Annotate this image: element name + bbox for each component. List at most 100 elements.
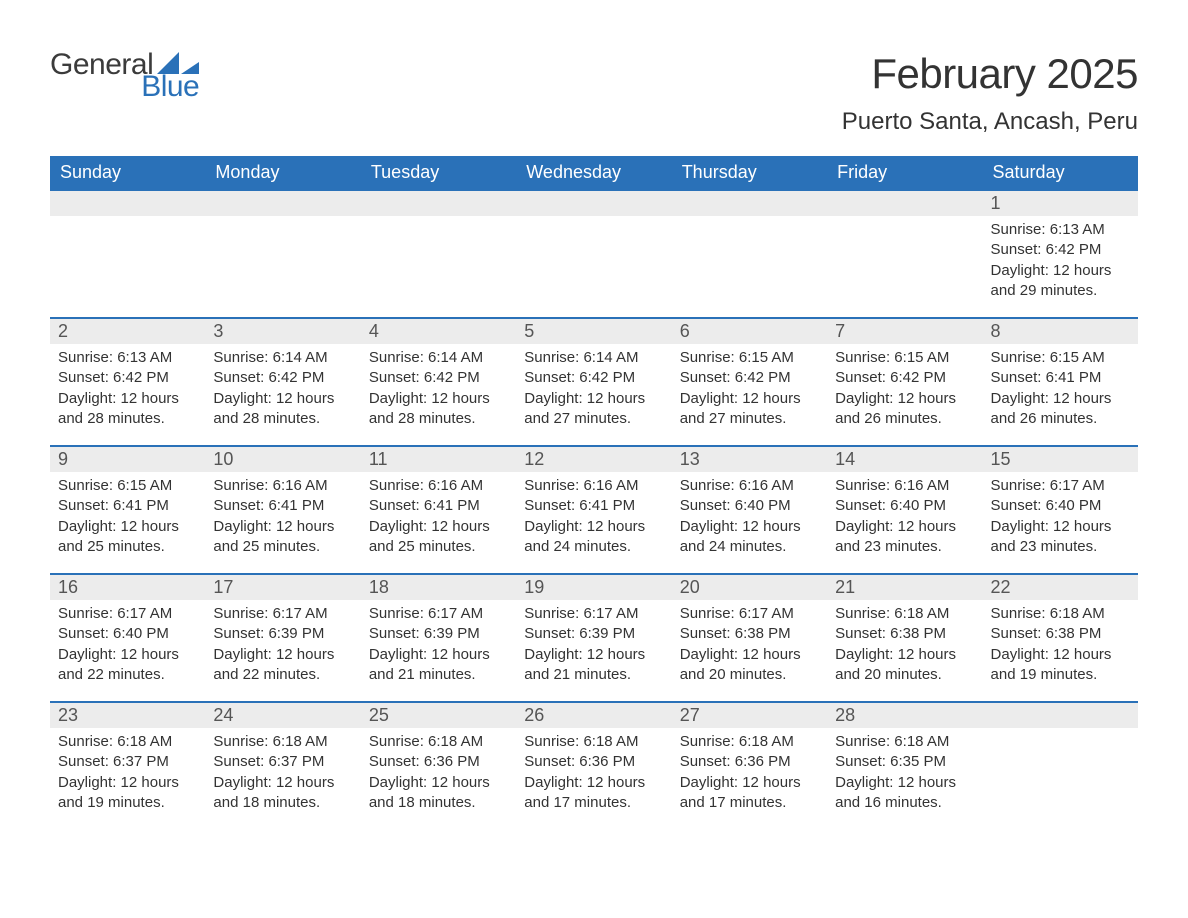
week-row: 2Sunrise: 6:13 AMSunset: 6:42 PMDaylight…: [50, 318, 1138, 446]
day-body: Sunrise: 6:17 AMSunset: 6:40 PMDaylight:…: [983, 472, 1138, 563]
sunset-text: Sunset: 6:41 PM: [524, 496, 663, 516]
day-body: Sunrise: 6:18 AMSunset: 6:35 PMDaylight:…: [827, 728, 982, 819]
day-body: Sunrise: 6:18 AMSunset: 6:36 PMDaylight:…: [361, 728, 516, 819]
sunset-text: Sunset: 6:38 PM: [991, 624, 1130, 644]
day-cell: 19Sunrise: 6:17 AMSunset: 6:39 PMDayligh…: [516, 574, 671, 702]
sunset-text: Sunset: 6:42 PM: [369, 368, 508, 388]
title-block: February 2025 Puerto Santa, Ancash, Peru: [842, 50, 1138, 150]
day-cell: 9Sunrise: 6:15 AMSunset: 6:41 PMDaylight…: [50, 446, 205, 574]
day-cell: 8Sunrise: 6:15 AMSunset: 6:41 PMDaylight…: [983, 318, 1138, 446]
daylight-text: Daylight: 12 hours and 18 minutes.: [213, 773, 352, 814]
day-cell: 16Sunrise: 6:17 AMSunset: 6:40 PMDayligh…: [50, 574, 205, 702]
day-number: 14: [827, 447, 982, 472]
day-header-row: Sunday Monday Tuesday Wednesday Thursday…: [50, 156, 1138, 190]
sunrise-text: Sunrise: 6:15 AM: [58, 476, 197, 496]
day-number: 18: [361, 575, 516, 600]
day-cell: 20Sunrise: 6:17 AMSunset: 6:38 PMDayligh…: [672, 574, 827, 702]
daylight-text: Daylight: 12 hours and 17 minutes.: [524, 773, 663, 814]
sunset-text: Sunset: 6:41 PM: [369, 496, 508, 516]
sunset-text: Sunset: 6:37 PM: [213, 752, 352, 772]
sunrise-text: Sunrise: 6:14 AM: [369, 348, 508, 368]
day-body: Sunrise: 6:14 AMSunset: 6:42 PMDaylight:…: [361, 344, 516, 435]
sunrise-text: Sunrise: 6:17 AM: [369, 604, 508, 624]
daylight-text: Daylight: 12 hours and 23 minutes.: [835, 517, 974, 558]
sunset-text: Sunset: 6:38 PM: [680, 624, 819, 644]
daylight-text: Daylight: 12 hours and 23 minutes.: [991, 517, 1130, 558]
sunrise-text: Sunrise: 6:17 AM: [680, 604, 819, 624]
day-body: Sunrise: 6:18 AMSunset: 6:36 PMDaylight:…: [672, 728, 827, 819]
calendar-body: 1Sunrise: 6:13 AMSunset: 6:42 PMDaylight…: [50, 190, 1138, 830]
day-number: [50, 191, 205, 216]
day-body: Sunrise: 6:17 AMSunset: 6:38 PMDaylight:…: [672, 600, 827, 691]
sunset-text: Sunset: 6:41 PM: [213, 496, 352, 516]
day-number: 1: [983, 191, 1138, 216]
sunset-text: Sunset: 6:42 PM: [991, 240, 1130, 260]
day-cell: [672, 190, 827, 318]
daylight-text: Daylight: 12 hours and 25 minutes.: [213, 517, 352, 558]
day-number: 17: [205, 575, 360, 600]
day-number: 21: [827, 575, 982, 600]
day-number: 12: [516, 447, 671, 472]
day-number: 27: [672, 703, 827, 728]
day-number: 20: [672, 575, 827, 600]
sunset-text: Sunset: 6:36 PM: [680, 752, 819, 772]
day-body: Sunrise: 6:17 AMSunset: 6:39 PMDaylight:…: [516, 600, 671, 691]
day-cell: [983, 702, 1138, 830]
day-body: Sunrise: 6:18 AMSunset: 6:38 PMDaylight:…: [827, 600, 982, 691]
daylight-text: Daylight: 12 hours and 21 minutes.: [524, 645, 663, 686]
daylight-text: Daylight: 12 hours and 28 minutes.: [369, 389, 508, 430]
sunrise-text: Sunrise: 6:18 AM: [524, 732, 663, 752]
day-number: [205, 191, 360, 216]
sunset-text: Sunset: 6:42 PM: [680, 368, 819, 388]
daylight-text: Daylight: 12 hours and 27 minutes.: [524, 389, 663, 430]
day-cell: 1Sunrise: 6:13 AMSunset: 6:42 PMDaylight…: [983, 190, 1138, 318]
day-body: Sunrise: 6:16 AMSunset: 6:41 PMDaylight:…: [205, 472, 360, 563]
sunrise-text: Sunrise: 6:15 AM: [991, 348, 1130, 368]
day-cell: 7Sunrise: 6:15 AMSunset: 6:42 PMDaylight…: [827, 318, 982, 446]
sunset-text: Sunset: 6:40 PM: [58, 624, 197, 644]
daylight-text: Daylight: 12 hours and 25 minutes.: [58, 517, 197, 558]
day-number: 7: [827, 319, 982, 344]
day-number: 23: [50, 703, 205, 728]
day-cell: 15Sunrise: 6:17 AMSunset: 6:40 PMDayligh…: [983, 446, 1138, 574]
daylight-text: Daylight: 12 hours and 22 minutes.: [58, 645, 197, 686]
day-header: Wednesday: [516, 156, 671, 190]
daylight-text: Daylight: 12 hours and 26 minutes.: [835, 389, 974, 430]
day-number: 5: [516, 319, 671, 344]
day-number: 11: [361, 447, 516, 472]
daylight-text: Daylight: 12 hours and 26 minutes.: [991, 389, 1130, 430]
day-cell: 26Sunrise: 6:18 AMSunset: 6:36 PMDayligh…: [516, 702, 671, 830]
day-cell: 11Sunrise: 6:16 AMSunset: 6:41 PMDayligh…: [361, 446, 516, 574]
sunset-text: Sunset: 6:42 PM: [58, 368, 197, 388]
daylight-text: Daylight: 12 hours and 19 minutes.: [58, 773, 197, 814]
sunset-text: Sunset: 6:42 PM: [835, 368, 974, 388]
day-body: Sunrise: 6:13 AMSunset: 6:42 PMDaylight:…: [983, 216, 1138, 307]
sunset-text: Sunset: 6:41 PM: [991, 368, 1130, 388]
daylight-text: Daylight: 12 hours and 22 minutes.: [213, 645, 352, 686]
day-number: 19: [516, 575, 671, 600]
day-cell: [205, 190, 360, 318]
day-number: [827, 191, 982, 216]
day-cell: 6Sunrise: 6:15 AMSunset: 6:42 PMDaylight…: [672, 318, 827, 446]
daylight-text: Daylight: 12 hours and 20 minutes.: [680, 645, 819, 686]
daylight-text: Daylight: 12 hours and 28 minutes.: [58, 389, 197, 430]
week-row: 9Sunrise: 6:15 AMSunset: 6:41 PMDaylight…: [50, 446, 1138, 574]
day-cell: 21Sunrise: 6:18 AMSunset: 6:38 PMDayligh…: [827, 574, 982, 702]
day-cell: 13Sunrise: 6:16 AMSunset: 6:40 PMDayligh…: [672, 446, 827, 574]
day-number: [361, 191, 516, 216]
sunrise-text: Sunrise: 6:14 AM: [213, 348, 352, 368]
sunset-text: Sunset: 6:39 PM: [369, 624, 508, 644]
day-number: [983, 703, 1138, 728]
day-cell: 22Sunrise: 6:18 AMSunset: 6:38 PMDayligh…: [983, 574, 1138, 702]
logo-text-general: General: [50, 50, 153, 80]
sunset-text: Sunset: 6:39 PM: [524, 624, 663, 644]
sunrise-text: Sunrise: 6:16 AM: [524, 476, 663, 496]
day-body: Sunrise: 6:17 AMSunset: 6:40 PMDaylight:…: [50, 600, 205, 691]
sunrise-text: Sunrise: 6:16 AM: [835, 476, 974, 496]
day-number: 6: [672, 319, 827, 344]
day-number: 3: [205, 319, 360, 344]
daylight-text: Daylight: 12 hours and 28 minutes.: [213, 389, 352, 430]
week-row: 23Sunrise: 6:18 AMSunset: 6:37 PMDayligh…: [50, 702, 1138, 830]
daylight-text: Daylight: 12 hours and 16 minutes.: [835, 773, 974, 814]
day-cell: 23Sunrise: 6:18 AMSunset: 6:37 PMDayligh…: [50, 702, 205, 830]
